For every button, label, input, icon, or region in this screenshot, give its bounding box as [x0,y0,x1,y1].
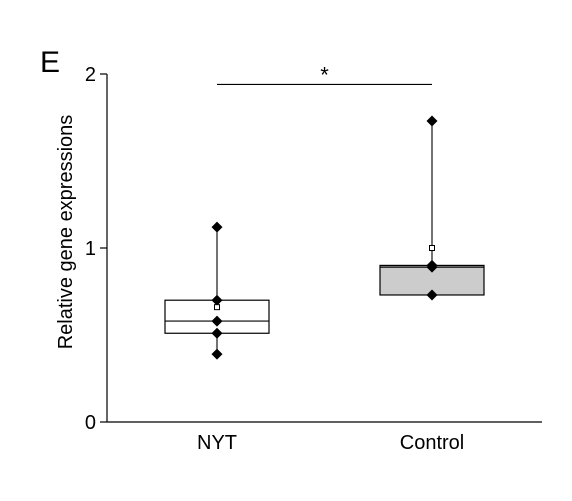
y-tick-label: 1 [85,238,96,260]
axes [106,74,542,423]
data-point [426,259,438,271]
mean-marker [214,304,220,311]
x-tick-label: NYT [197,432,237,454]
significance-label: * [320,62,329,87]
panel-letter: E [40,46,60,79]
y-tick-label: 0 [85,412,96,434]
y-axis-label: Relative gene expressions [55,115,77,350]
data-point [211,327,223,339]
data-point [211,348,223,360]
x-tick-label: Control [400,432,464,454]
data-point [211,294,223,306]
mean-marker [429,245,435,251]
data-point [211,315,223,327]
box-group-control [379,115,485,301]
data-point [426,115,438,127]
box-group-nyt [164,221,270,360]
y-ticks: 0 1 2 [85,64,107,434]
data-point [211,221,223,233]
boxes [164,115,485,360]
y-tick-label: 2 [85,64,96,86]
significance-annotation: * [217,62,432,87]
data-point [426,289,438,301]
x-tick-labels: NYT Control [197,432,464,454]
